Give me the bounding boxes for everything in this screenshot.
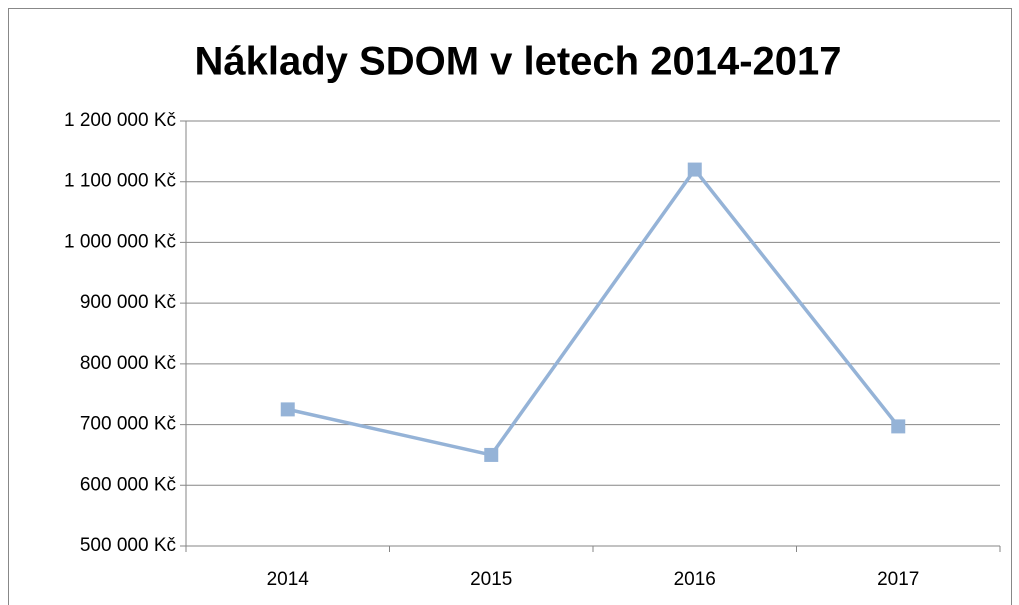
y-tick-label: 500 000 Kč bbox=[80, 535, 176, 556]
x-tick-label: 2014 bbox=[267, 569, 310, 590]
x-tick-label: 2016 bbox=[674, 569, 716, 590]
chart-frame bbox=[8, 8, 1012, 605]
y-tick-label: 600 000 Kč bbox=[80, 474, 176, 495]
y-tick-label: 900 000 Kč bbox=[80, 292, 176, 313]
marker bbox=[484, 447, 499, 462]
marker bbox=[891, 419, 906, 434]
y-tick-label: 800 000 Kč bbox=[80, 353, 176, 374]
y-tick-label: 1 200 000 Kč bbox=[64, 110, 176, 131]
chart-title: Náklady SDOM v letech 2014-2017 bbox=[194, 40, 841, 84]
line bbox=[287, 166, 900, 457]
marker bbox=[280, 402, 295, 417]
x-tick-label: 2017 bbox=[877, 569, 919, 590]
y-tick-label: 1 100 000 Kč bbox=[64, 171, 176, 192]
y-tick-label: 1 000 000 Kč bbox=[64, 231, 176, 252]
y-tick-label: 700 000 Kč bbox=[80, 414, 176, 435]
marker bbox=[687, 162, 702, 177]
x-tick-label: 2015 bbox=[470, 569, 512, 590]
